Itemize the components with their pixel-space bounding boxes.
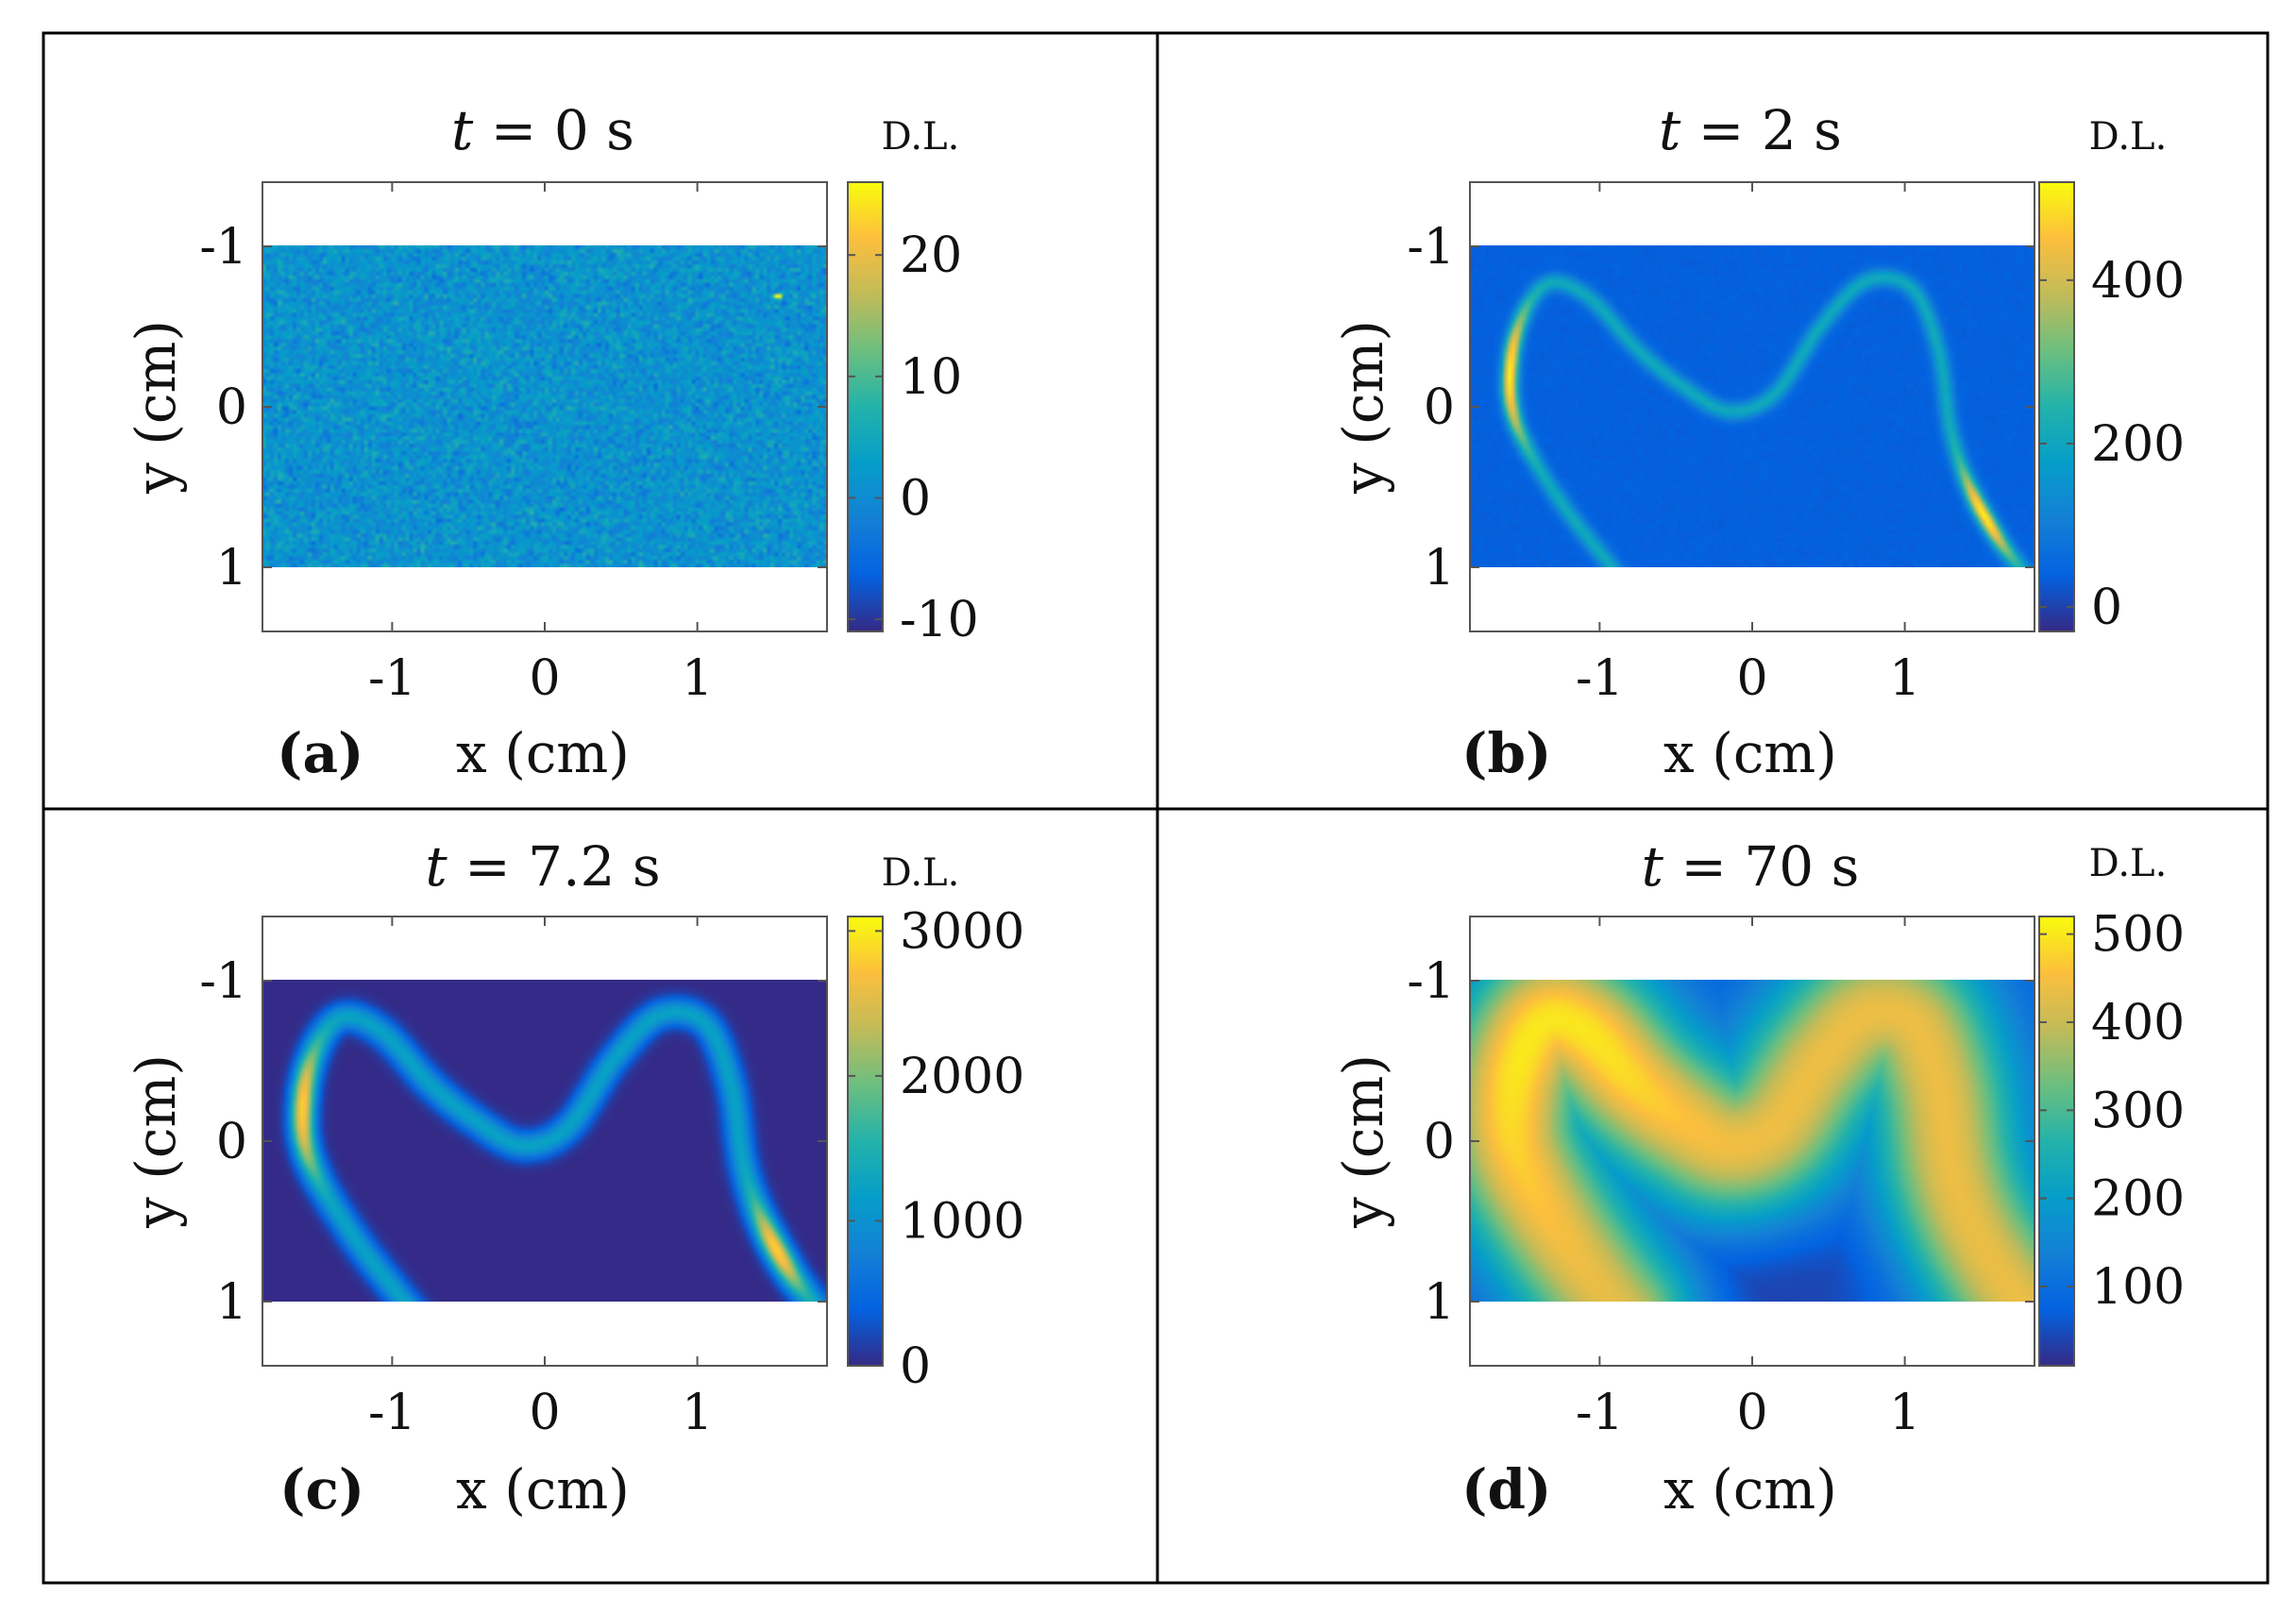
panel-b-colorbar	[2039, 182, 2074, 631]
panel-b: t = 2 s D.L. -1 0 1 -1 0 1 0 200 400 x (cm) y …	[1331, 98, 2185, 785]
y-tick-label: 0	[216, 1114, 247, 1170]
colorbar-tick-label: 400	[2091, 253, 2185, 310]
x-tick-label: 1	[682, 1385, 713, 1441]
x-tick-label: 0	[529, 1385, 560, 1441]
panel-b-ylabel: y (cm)	[1331, 320, 1395, 495]
colorbar-tick-label: -10	[900, 592, 979, 648]
x-tick-label: -1	[368, 1385, 416, 1441]
colorbar-tick-label: 1000	[900, 1193, 1024, 1250]
y-tick-label: 0	[1424, 1114, 1455, 1170]
colorbar-tick-label: 200	[2091, 1171, 2185, 1228]
y-tick-label: 1	[216, 540, 247, 597]
x-tick-label: 1	[682, 650, 713, 707]
x-tick-label: -1	[1576, 650, 1624, 707]
y-tick-label: -1	[1407, 953, 1455, 1010]
panel-a: t = 0 s D.L. -1 0 1 -101 -1001020 x (cm) y…	[124, 98, 979, 785]
panel-c-xlabel: x (cm)	[456, 1457, 630, 1522]
panel-a-xlabel: x (cm)	[456, 721, 630, 785]
panel-c-heatmap-image	[262, 980, 827, 1302]
colorbar-tick-label: 300	[2091, 1083, 2185, 1139]
panel-b-heatmap-image	[1470, 245, 2034, 567]
panel-a-heatmap-image	[262, 245, 827, 567]
panel-d-colorbar-label: D.L.	[2089, 842, 2168, 885]
panel-b-label: (b)	[1461, 721, 1551, 785]
panel-a-colorbar-label: D.L.	[882, 115, 960, 159]
x-tick-label: 0	[1736, 1385, 1767, 1441]
colorbar-tick-label: 0	[900, 470, 931, 527]
y-tick-label: 1	[1424, 540, 1455, 597]
y-tick-label: 0	[216, 379, 247, 436]
panel-a-colorbar	[848, 182, 883, 631]
y-tick-label: 1	[1424, 1274, 1455, 1331]
panel-c-title: t = 7.2 s	[425, 834, 660, 899]
colorbar-tick-label: 0	[2091, 580, 2122, 636]
x-tick-label: 0	[529, 650, 560, 707]
panel-c-label: (c)	[279, 1457, 364, 1522]
panel-a-title: t = 0 s	[451, 98, 634, 162]
panel-c-ylabel: y (cm)	[124, 1054, 188, 1229]
panel-a-ylabel: y (cm)	[124, 320, 188, 495]
y-tick-label: -1	[199, 953, 247, 1010]
figure: t = 0 s D.L. -1 0 1 -101 -1001020 x (cm) y…	[0, 0, 2296, 1614]
panel-a-label: (a)	[277, 721, 363, 785]
y-tick-label: -1	[1407, 219, 1455, 276]
panel-d-label: (d)	[1461, 1457, 1551, 1522]
x-tick-label: 0	[1736, 650, 1767, 707]
panel-b-colorbar-label: D.L.	[2089, 115, 2168, 159]
colorbar-tick-label: 2000	[900, 1049, 1024, 1105]
x-tick-label: -1	[1576, 1385, 1624, 1441]
colorbar-tick-label: 0	[900, 1338, 931, 1395]
y-tick-label: 0	[1424, 379, 1455, 436]
panel-d-title: t = 70 s	[1642, 834, 1860, 899]
panel-d: t = 70 s D.L. -1 0 1 -101 100200300400500 …	[1331, 834, 2185, 1522]
colorbar-tick-label: 400	[2091, 995, 2185, 1051]
colorbar-tick-label: 20	[900, 227, 962, 284]
panel-c-colorbar-label: D.L.	[882, 851, 960, 895]
panel-d-xlabel: x (cm)	[1663, 1457, 1837, 1522]
x-tick-label: -1	[368, 650, 416, 707]
panel-c-colorbar	[848, 916, 883, 1366]
y-tick-label: -1	[199, 219, 247, 276]
x-tick-label: 1	[1889, 1385, 1920, 1441]
colorbar-tick-label: 200	[2091, 416, 2185, 473]
colorbar-tick-label: 3000	[900, 903, 1024, 960]
colorbar-tick-label: 500	[2091, 907, 2185, 964]
panel-d-heatmap-image	[1470, 980, 2034, 1302]
colorbar-tick-label: 10	[900, 349, 962, 406]
y-tick-label: 1	[216, 1274, 247, 1331]
panel-c: t = 7.2 s D.L. -1 0 1 -1 0 1 0 1000 2000 3000 x…	[124, 834, 1024, 1522]
colorbar-tick-label: 100	[2091, 1259, 2185, 1316]
x-tick-label: 1	[1889, 650, 1920, 707]
panel-b-xlabel: x (cm)	[1663, 721, 1837, 785]
panel-d-colorbar	[2039, 916, 2074, 1366]
panel-d-ylabel: y (cm)	[1331, 1054, 1395, 1229]
panel-b-title: t = 2 s	[1659, 98, 1842, 162]
